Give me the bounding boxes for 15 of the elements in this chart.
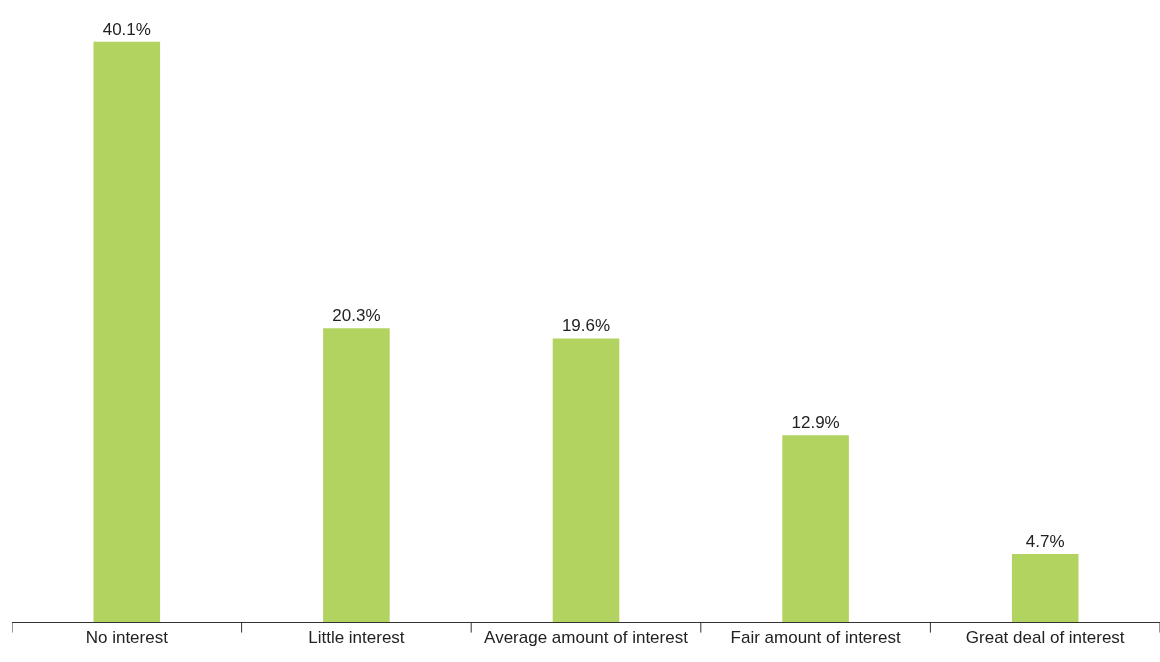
bar [782,435,849,622]
x-tick-label: No interest [85,628,169,648]
x-tick-label: Average amount of interest [484,628,689,648]
bar [93,41,161,622]
data-label: 40.1% [102,19,151,39]
data-label: 12.9% [791,413,840,433]
bar [552,338,620,622]
data-label: 4.7% [1025,531,1065,551]
bar [1011,553,1079,622]
bar [323,328,390,622]
x-tick-label: Great deal of interest [965,628,1125,648]
x-tick-label: Little interest [308,628,405,648]
x-tick-label: Fair amount of interest [730,628,901,648]
data-label: 19.6% [561,316,611,336]
data-label: 20.3% [332,306,381,326]
